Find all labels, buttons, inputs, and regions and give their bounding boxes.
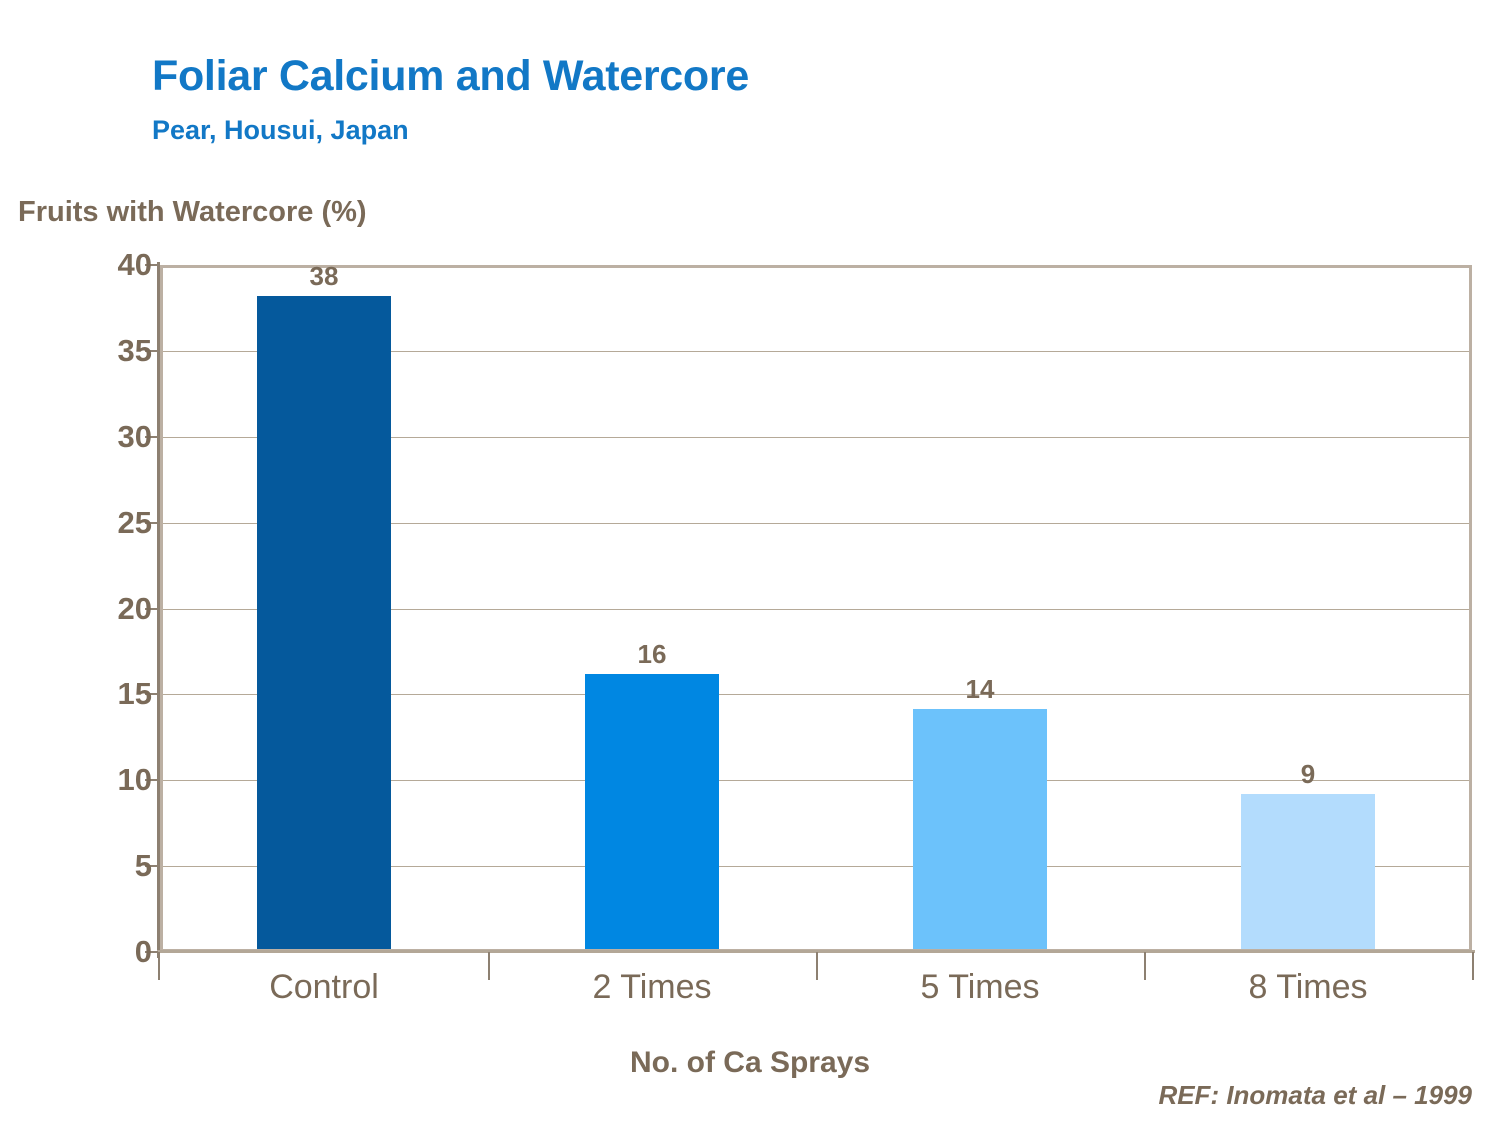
y-tick-label: 35: [117, 332, 152, 368]
bar-value-label: 14: [965, 673, 995, 704]
x-axis-line: [157, 950, 1475, 953]
x-category-label: Control: [269, 968, 379, 1006]
x-category-label: 8 Times: [1248, 968, 1368, 1006]
bar-value-label: 38: [309, 261, 339, 292]
y-tick-label: 20: [117, 590, 152, 626]
x-category-label: 2 Times: [592, 968, 712, 1006]
page-subtitle: Pear, Housui, Japan: [152, 115, 409, 145]
bar[interactable]: [913, 708, 1047, 949]
y-tick-mark: [145, 521, 158, 524]
gridline: [163, 694, 1469, 696]
bar[interactable]: [1241, 794, 1375, 949]
y-tick-label: 25: [117, 504, 152, 540]
bar[interactable]: [585, 674, 719, 949]
y-tick-label: 10: [117, 762, 152, 798]
gridline: [163, 436, 1469, 438]
x-separator-tick: [1144, 952, 1146, 980]
page-title: Foliar Calcium and Watercore: [152, 52, 749, 100]
y-tick-mark: [145, 693, 158, 696]
x-axis-title: No. of Ca Sprays: [629, 1046, 871, 1079]
y-tick-mark: [145, 951, 158, 953]
bar-value-label: 9: [1300, 759, 1316, 790]
y-tick-mark: [145, 435, 158, 438]
reference-note: REF: Inomata et al – 1999: [1158, 1080, 1472, 1110]
y-axis-line: [157, 262, 160, 958]
gridline: [163, 350, 1469, 352]
x-separator-tick: [1472, 952, 1474, 980]
y-tick-mark: [145, 607, 158, 610]
x-separator-tick: [816, 952, 818, 980]
bar[interactable]: [257, 296, 391, 949]
x-category-label: 5 Times: [920, 968, 1040, 1006]
chart-plot-area: [160, 265, 1472, 952]
y-axis-title: Fruits with Watercore (%): [18, 196, 367, 228]
gridline: [163, 866, 1469, 868]
y-tick-label: 40: [117, 247, 152, 282]
gridline: [163, 522, 1469, 524]
y-tick-mark: [145, 865, 158, 868]
y-tick-label: 30: [117, 418, 152, 454]
gridline: [163, 608, 1469, 610]
x-separator-tick: [488, 952, 490, 980]
y-tick-label: 15: [117, 676, 152, 712]
y-tick-label: 0: [134, 934, 152, 969]
y-tick-mark: [145, 779, 158, 782]
gridline: [163, 780, 1469, 782]
y-tick-mark: [145, 264, 158, 266]
x-separator-tick: [158, 952, 160, 980]
bar-value-label: 16: [637, 639, 667, 670]
y-tick-label: 5: [134, 848, 152, 884]
y-tick-mark: [145, 349, 158, 352]
